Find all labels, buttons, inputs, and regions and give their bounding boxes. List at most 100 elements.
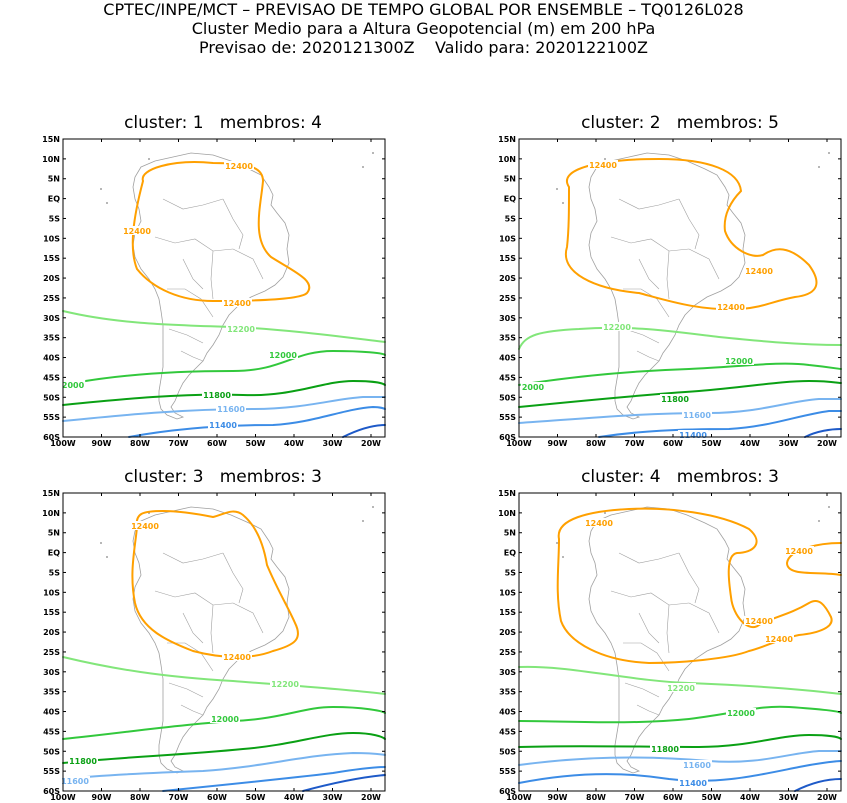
contour-label-bg	[60, 776, 90, 785]
contour-label: 12400	[123, 227, 151, 236]
lon-label: 100W	[50, 793, 76, 802]
lat-label: 55S	[43, 413, 60, 422]
island	[372, 506, 374, 508]
lat-label: 40S	[499, 354, 516, 363]
contour-label: 11600	[683, 411, 711, 420]
lat-label: 35S	[499, 334, 516, 343]
lon-label: 30W	[323, 793, 343, 802]
lat-label: 25S	[43, 648, 60, 657]
country-border	[210, 604, 214, 654]
island	[562, 556, 564, 558]
contour-label-bg	[122, 226, 152, 235]
country-border	[168, 328, 204, 344]
lat-label: 60S	[43, 787, 60, 796]
lon-label: 30W	[779, 793, 799, 802]
contour-label-bg	[210, 714, 240, 723]
lat-label: 5S	[505, 568, 517, 577]
lat-label: 40S	[43, 354, 60, 363]
lat-label: 10S	[43, 234, 60, 243]
lon-label: 60W	[207, 439, 227, 448]
contour-label-bg	[764, 634, 794, 643]
lat-label: 25S	[499, 648, 516, 657]
contour-label-bg	[270, 679, 300, 688]
contour-label: 12400	[225, 162, 253, 171]
contour-label-bg	[650, 744, 680, 753]
lat-label: 30S	[499, 314, 516, 323]
lon-label: 40W	[740, 793, 760, 802]
contour-11800	[62, 379, 386, 406]
island	[556, 188, 558, 190]
island	[828, 152, 830, 154]
lon-label: 50W	[246, 439, 266, 448]
panel-1-title: cluster: 1 membros: 4	[124, 113, 322, 133]
contour-12400	[564, 157, 818, 311]
island	[106, 556, 108, 558]
contour-label-bg	[222, 652, 252, 661]
contour-label-bg	[660, 394, 690, 403]
country-border	[222, 552, 244, 604]
contour-12000	[518, 362, 842, 386]
contour-12000	[518, 705, 842, 724]
contour-12000	[62, 705, 386, 740]
lat-label: 20S	[43, 628, 60, 637]
country-border	[232, 248, 264, 280]
country-border	[636, 350, 660, 362]
lat-label: 20S	[499, 628, 516, 637]
island	[372, 152, 374, 154]
lat-label: 15N	[498, 135, 516, 144]
lat-label: 5N	[48, 175, 60, 184]
lon-label: 50W	[702, 439, 722, 448]
country-border	[167, 288, 214, 318]
contour-label: 12200	[667, 684, 695, 693]
lat-label: 5S	[49, 214, 61, 223]
contour-label: 11800	[661, 395, 689, 404]
lon-label: 40W	[284, 793, 304, 802]
island	[100, 188, 102, 190]
lat-label: EQ	[504, 549, 516, 558]
country-border	[638, 612, 660, 644]
lon-label: 90W	[92, 439, 112, 448]
island	[604, 512, 606, 514]
country-border	[688, 248, 720, 280]
contour-label: 12400	[223, 653, 251, 662]
contour-label: 12200	[271, 680, 299, 689]
country-border	[624, 682, 660, 698]
contour-label: 2000	[62, 381, 85, 390]
contour-11400	[128, 405, 386, 438]
coastline-south-america	[588, 152, 746, 420]
contour-label-bg	[744, 616, 774, 625]
contour-12400	[556, 507, 833, 665]
contour-label-bg	[724, 356, 754, 365]
contour-label-bg	[784, 546, 814, 555]
header-line-3: Previsao de: 2020121300Z Valido para: 20…	[199, 38, 648, 57]
contour-12200	[518, 665, 842, 695]
contour-label-bg	[666, 683, 696, 692]
lon-label: 90W	[548, 439, 568, 448]
country-border	[180, 704, 204, 716]
contour-12400	[785, 542, 842, 576]
contour-label-bg	[678, 778, 708, 787]
map-frame	[518, 138, 842, 438]
island	[106, 202, 108, 204]
lat-label: 25S	[43, 294, 60, 303]
country-border	[182, 258, 204, 290]
contour-label-bg	[716, 302, 746, 311]
contour-label: 12000	[725, 357, 753, 366]
contour-label-bg	[130, 521, 160, 530]
country-border	[678, 552, 700, 604]
contour-label: 12000	[269, 351, 297, 360]
island	[604, 158, 606, 160]
lat-label: 35S	[43, 334, 60, 343]
contour-label-bg	[268, 350, 298, 359]
lat-label: 15S	[499, 608, 516, 617]
contour-label: 12400	[717, 303, 745, 312]
contour-label: 11400	[209, 421, 237, 430]
country-border	[618, 198, 680, 210]
lat-label: 10N	[42, 155, 60, 164]
lat-label: 20S	[499, 274, 516, 283]
lat-label: 35S	[43, 688, 60, 697]
lat-label: 30S	[43, 314, 60, 323]
lat-label: 40S	[43, 708, 60, 717]
country-border	[610, 590, 690, 606]
lat-label: 60S	[499, 787, 516, 796]
